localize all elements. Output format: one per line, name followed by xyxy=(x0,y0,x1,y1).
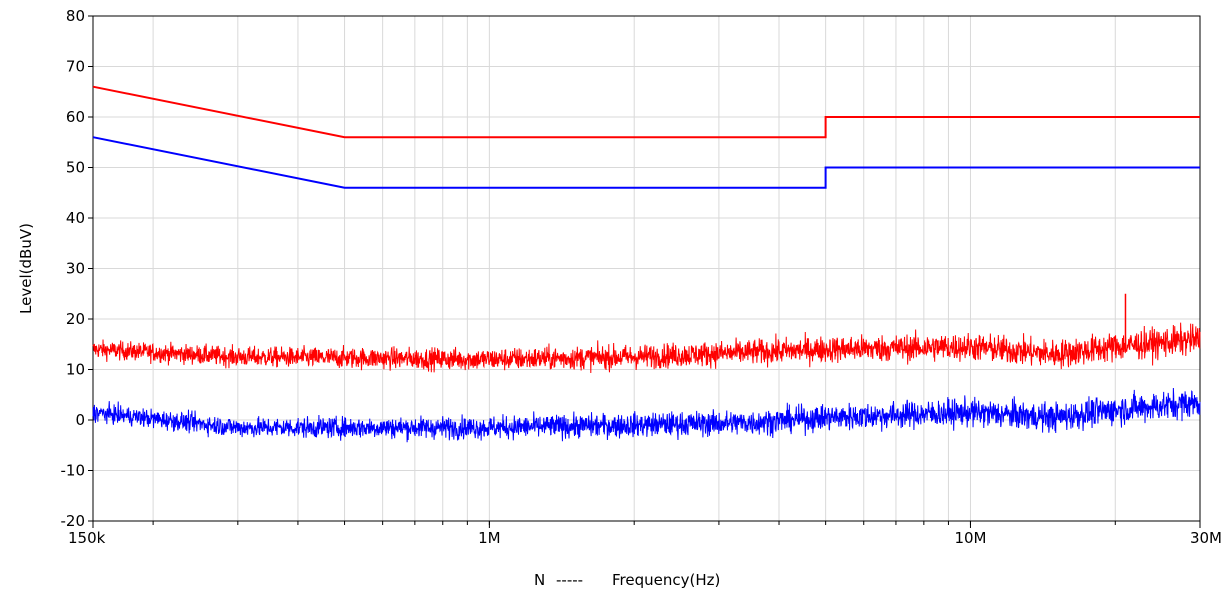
y-axis-title: Level(dBuV) xyxy=(17,223,35,314)
series-layer xyxy=(92,85,1201,443)
x-tick-label: 150k xyxy=(68,529,106,547)
y-tick-label: 80 xyxy=(66,7,85,25)
grid xyxy=(93,16,1200,521)
x-tick-label: 1M xyxy=(478,529,501,547)
measurement-trace xyxy=(92,322,1201,373)
y-tick-label: 50 xyxy=(66,159,85,177)
x-tick-label: 30M xyxy=(1190,529,1222,547)
x-axis-title-dashes: ----- xyxy=(556,571,583,589)
y-tick-label: 20 xyxy=(66,310,85,328)
y-tick-label: 60 xyxy=(66,108,85,126)
limit-line xyxy=(92,85,1200,139)
y-tick-label: 10 xyxy=(66,361,85,379)
y-tick-label: 0 xyxy=(75,411,85,429)
y-tick-label: -20 xyxy=(61,512,86,530)
limit-line xyxy=(92,136,1200,189)
y-tick-label: 40 xyxy=(66,209,85,227)
y-tick-label: 70 xyxy=(66,58,85,76)
measurement-trace xyxy=(92,388,1201,443)
x-axis-title-prefix: N xyxy=(534,571,545,589)
x-tick-label: 10M xyxy=(954,529,986,547)
y-tick-label: 30 xyxy=(66,260,85,278)
y-tick-label: -10 xyxy=(61,462,86,480)
x-axis-title: Frequency(Hz) xyxy=(612,571,720,589)
